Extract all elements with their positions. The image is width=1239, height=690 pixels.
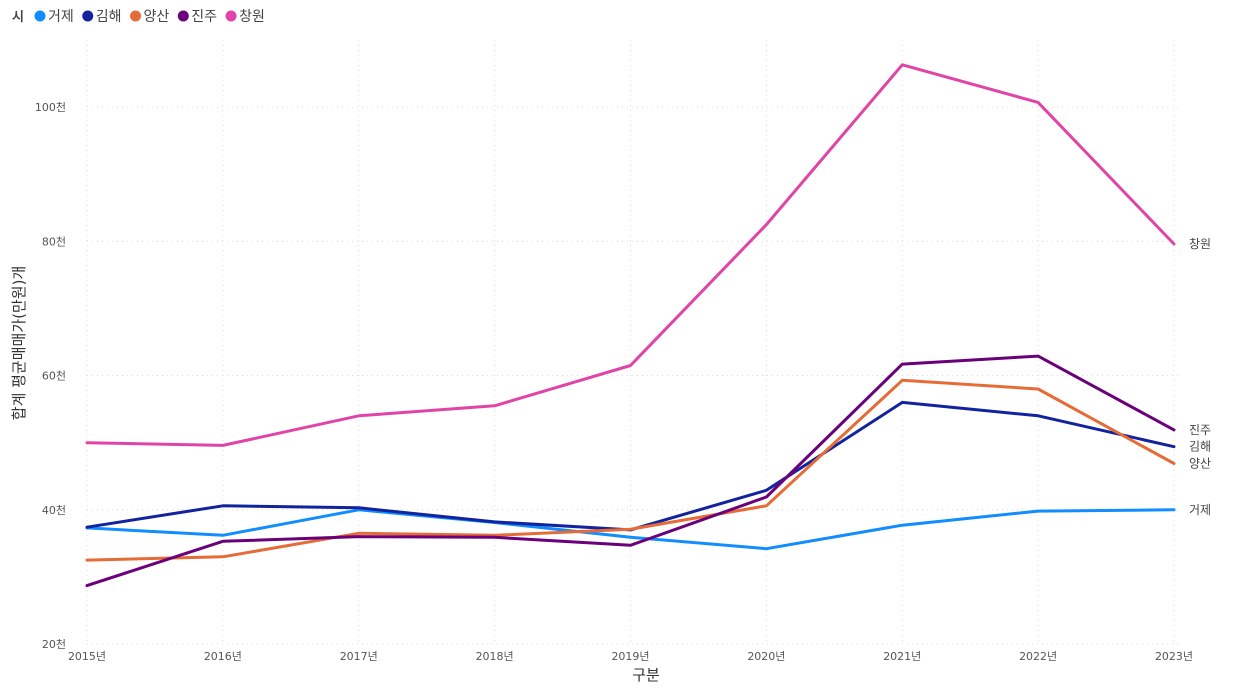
end-label-4: 창원 [1189,237,1211,251]
legend-marker-2[interactable] [130,10,142,22]
legend-marker-1[interactable] [82,10,94,22]
y-tick-label-2: 60천 [42,369,66,383]
end-label-1: 김해 [1189,440,1211,454]
series-lines [85,63,1176,588]
x-tick-label-0: 2015년 [68,650,106,663]
y-tick-label-3: 80천 [42,234,66,248]
x-tick-label-4: 2019년 [611,650,649,663]
series-line-4[interactable] [85,63,1176,447]
legend-marker-3[interactable] [177,10,189,22]
x-tick-label-1: 2016년 [204,650,242,663]
series-line-3[interactable] [85,354,1176,588]
legend-label-0[interactable]: 거제 [48,9,74,25]
legend-title: 시 [12,10,24,25]
end-label-0: 거제 [1189,503,1211,517]
y-tick-label-4: 100천 [35,100,66,114]
y-tick-label-1: 40천 [42,503,66,517]
x-tick-label-5: 2020년 [747,650,785,663]
x-tick-label-8: 2023년 [1155,650,1193,663]
end-label-3: 진주 [1189,423,1211,437]
end-label-2: 양산 [1189,456,1211,470]
legend: 시 거제 김해 양산 진주 창원 [12,9,265,25]
x-axis-label: 구분 [632,666,660,684]
x-tick-label-6: 2021년 [883,650,921,663]
legend-label-4[interactable]: 창원 [239,9,265,25]
x-tick-label-2: 2017년 [340,650,378,663]
grid [86,40,1182,645]
legend-label-1[interactable]: 김해 [96,9,122,25]
series-line-0[interactable] [85,508,1176,551]
legend-label-3[interactable]: 진주 [191,9,217,25]
y-tick-label-0: 20천 [42,637,66,651]
y-axis-ticks: 20천 40천 60천 80천 100천 [35,100,66,651]
x-tick-label-7: 2022년 [1019,650,1057,663]
legend-marker-0[interactable] [34,10,46,22]
legend-label-2[interactable]: 양산 [144,9,170,25]
x-tick-label-3: 2018년 [476,650,514,663]
y-axis-label: 합계 평균매매가(만원)개 [10,266,28,420]
series-line-2[interactable] [85,378,1176,562]
x-axis-ticks: 2015년 2016년 2017년 2018년 2019년 2020년 2021년 2022년… [68,650,1193,663]
legend-marker-4[interactable] [225,10,237,22]
